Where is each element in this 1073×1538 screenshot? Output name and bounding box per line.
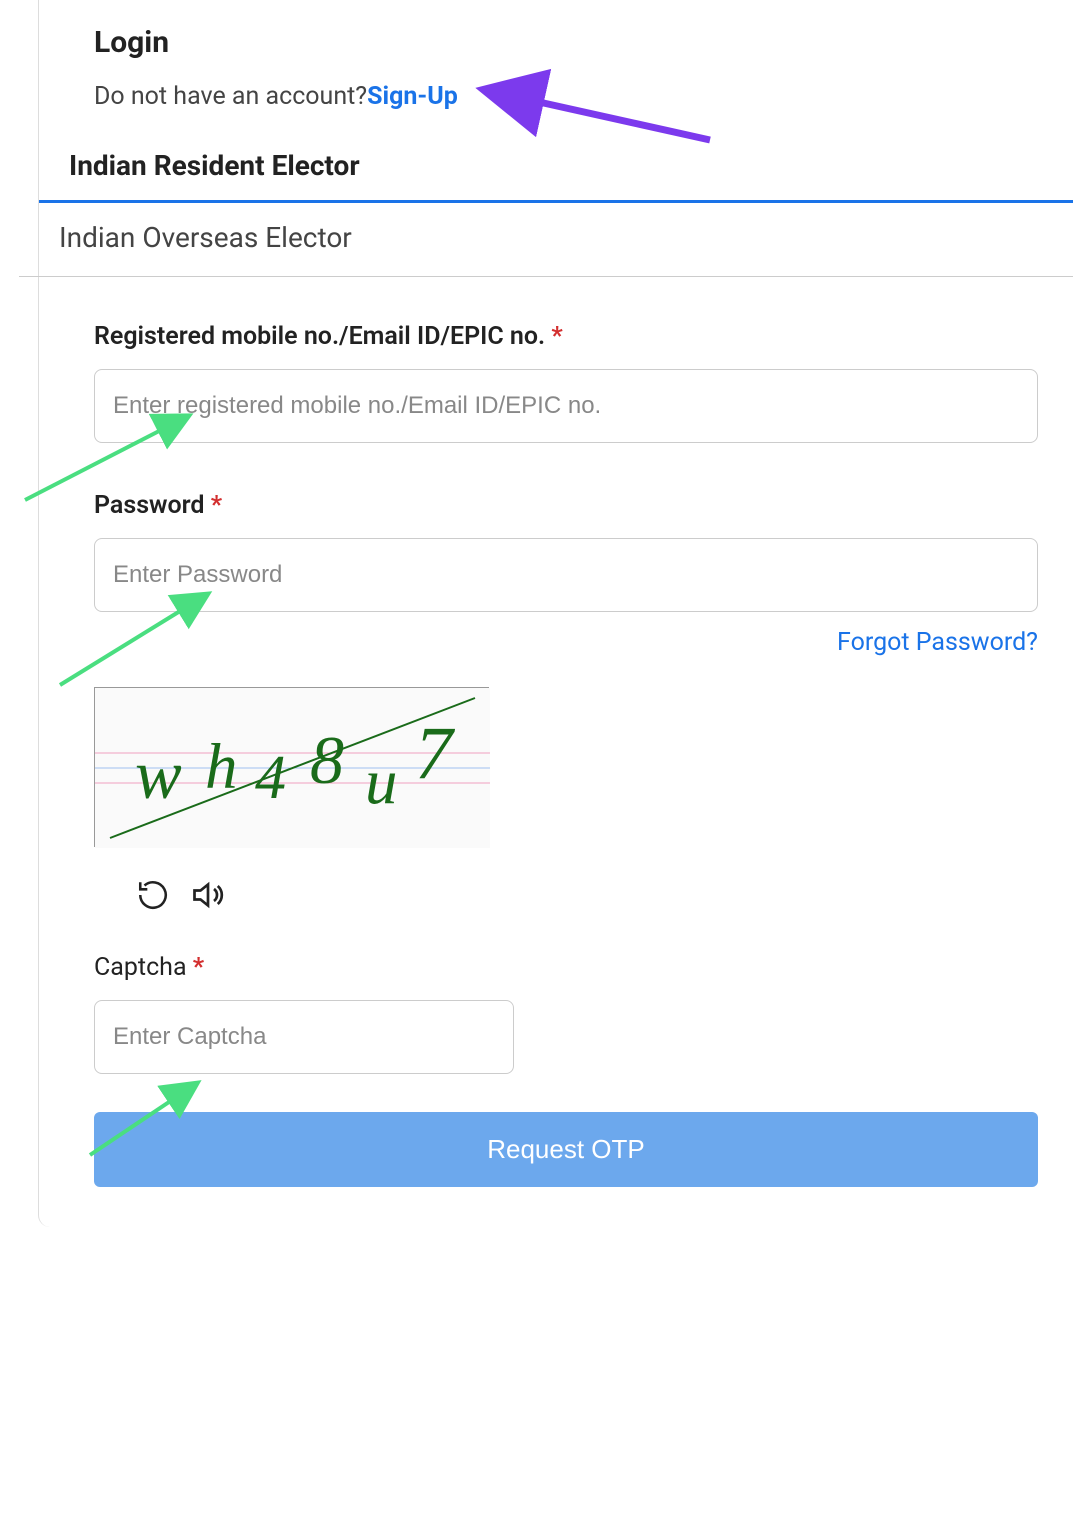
signup-prompt: Do not have an account?Sign-Up	[94, 82, 1038, 111]
captcha-controls	[136, 877, 1038, 913]
id-field-group: Registered mobile no./Email ID/EPIC no. …	[94, 322, 1038, 453]
forgot-password-link[interactable]: Forgot Password?	[837, 628, 1038, 657]
refresh-captcha-icon[interactable]	[136, 878, 170, 912]
captcha-label-text: Captcha	[94, 953, 193, 982]
password-label-text: Password	[94, 491, 211, 520]
required-mark: *	[193, 953, 204, 982]
tab-divider: Indian Overseas Elector	[19, 203, 1073, 277]
svg-text:h: h	[205, 731, 238, 803]
id-input[interactable]	[94, 369, 1038, 443]
captcha-image: w h 4 8 u 7	[94, 687, 489, 847]
password-field-group: Password * Forgot Password?	[94, 491, 1038, 657]
request-otp-button[interactable]: Request OTP	[94, 1112, 1038, 1187]
password-input[interactable]	[94, 538, 1038, 612]
captcha-input[interactable]	[94, 1000, 514, 1074]
page-title: Login	[94, 0, 1038, 60]
tab-overseas[interactable]: Indian Overseas Elector	[19, 203, 1073, 276]
required-mark: *	[211, 491, 222, 520]
svg-text:4: 4	[255, 744, 286, 812]
subtitle-text: Do not have an account?	[94, 82, 367, 111]
svg-text:8: 8	[310, 722, 344, 798]
captcha-label: Captcha *	[94, 953, 1038, 982]
signup-link[interactable]: Sign-Up	[367, 82, 458, 111]
password-label: Password *	[94, 491, 1038, 520]
forgot-row: Forgot Password?	[94, 628, 1038, 657]
svg-text:u: u	[365, 746, 398, 818]
svg-text:w: w	[135, 737, 182, 814]
svg-text:7: 7	[415, 712, 456, 795]
captcha-field-group: Captcha *	[94, 953, 1038, 1074]
tab-resident[interactable]: Indian Resident Elector	[39, 131, 1073, 203]
id-label: Registered mobile no./Email ID/EPIC no. …	[94, 322, 1038, 351]
elector-tabs: Indian Resident Elector Indian Overseas …	[39, 131, 1073, 277]
required-mark: *	[551, 322, 562, 351]
id-label-text: Registered mobile no./Email ID/EPIC no.	[94, 322, 551, 351]
audio-captcha-icon[interactable]	[190, 877, 226, 913]
